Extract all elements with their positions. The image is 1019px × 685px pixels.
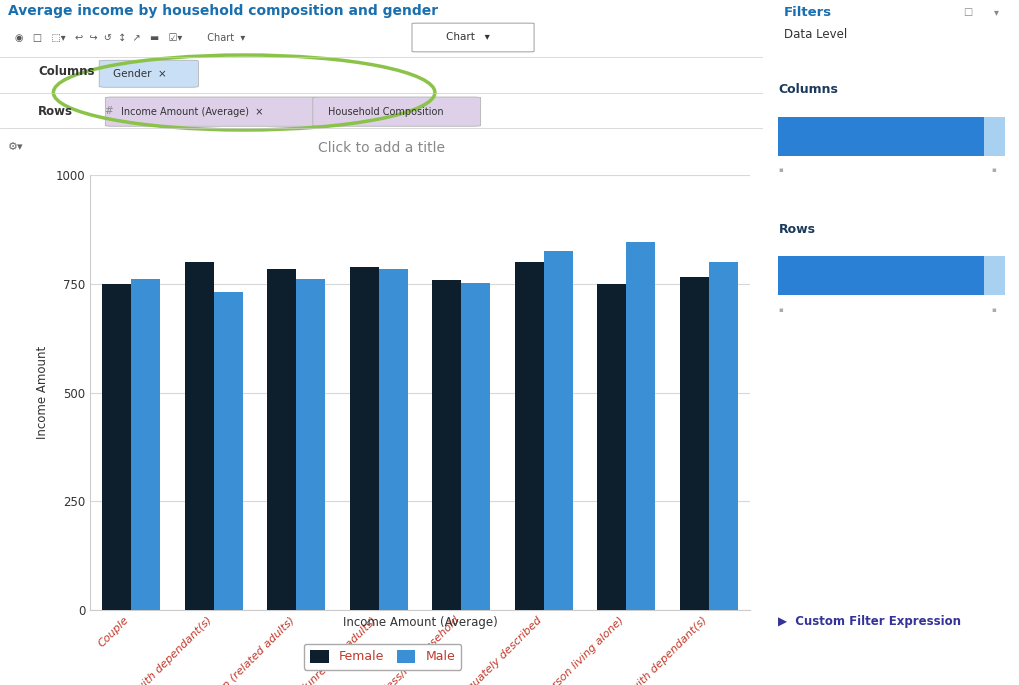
Bar	[296, 279, 325, 610]
Bar	[267, 269, 296, 610]
Text: Income Amount (Average)  ×: Income Amount (Average) ×	[120, 107, 263, 116]
FancyBboxPatch shape	[983, 116, 1004, 155]
FancyBboxPatch shape	[105, 97, 319, 126]
Text: ▪: ▪	[990, 307, 996, 312]
Bar	[378, 269, 408, 610]
FancyBboxPatch shape	[777, 256, 1004, 295]
Bar	[708, 262, 737, 610]
Text: ▾: ▾	[994, 7, 999, 17]
Bar	[214, 292, 243, 610]
Text: ▪: ▪	[777, 167, 783, 173]
Text: Household Composition: Household Composition	[328, 107, 443, 116]
Bar	[543, 251, 572, 610]
Text: ▶  Custom Filter Expression: ▶ Custom Filter Expression	[777, 615, 961, 628]
Text: ◉   □   ⬚▾   ↩  ↪  ↺  ↕  ↗   ▬   ☑▾        Chart  ▾: ◉ □ ⬚▾ ↩ ↪ ↺ ↕ ↗ ▬ ☑▾ Chart ▾	[15, 32, 246, 42]
Bar	[102, 284, 131, 610]
FancyBboxPatch shape	[99, 60, 198, 87]
Text: Rows: Rows	[38, 105, 73, 118]
Text: Apply: Apply	[823, 655, 863, 667]
Text: Gender  ×: Gender ×	[113, 68, 166, 79]
FancyBboxPatch shape	[777, 116, 1004, 155]
Text: Columns: Columns	[38, 65, 95, 78]
Bar	[680, 277, 708, 610]
Bar	[432, 280, 461, 610]
Text: Filters: Filters	[783, 5, 830, 18]
Legend: Female, Male: Female, Male	[304, 643, 461, 670]
Text: □: □	[963, 7, 972, 17]
Text: Average income by household composition and gender: Average income by household composition …	[7, 4, 437, 18]
Text: Click to add a title: Click to add a title	[318, 140, 444, 155]
Text: Data Level: Data Level	[783, 27, 846, 40]
Bar	[184, 262, 214, 610]
Bar	[131, 279, 160, 610]
FancyBboxPatch shape	[313, 97, 480, 126]
Text: ▪: ▪	[990, 167, 996, 173]
Bar	[350, 267, 378, 610]
Text: Income Amount (Average): Income Amount (Average)	[342, 616, 497, 629]
Text: ⚙▾: ⚙▾	[7, 142, 23, 153]
Bar	[461, 283, 490, 610]
Text: Columns: Columns	[777, 83, 838, 96]
FancyBboxPatch shape	[412, 23, 534, 52]
Bar	[515, 262, 543, 610]
Text: Rows: Rows	[777, 223, 814, 236]
Text: Chart   ▾: Chart ▾	[446, 32, 490, 42]
Text: #: #	[104, 106, 113, 116]
Y-axis label: Income Amount: Income Amount	[36, 346, 49, 439]
FancyBboxPatch shape	[983, 256, 1004, 295]
Text: ▪: ▪	[777, 307, 783, 312]
Bar	[626, 242, 654, 610]
Bar	[597, 284, 626, 610]
